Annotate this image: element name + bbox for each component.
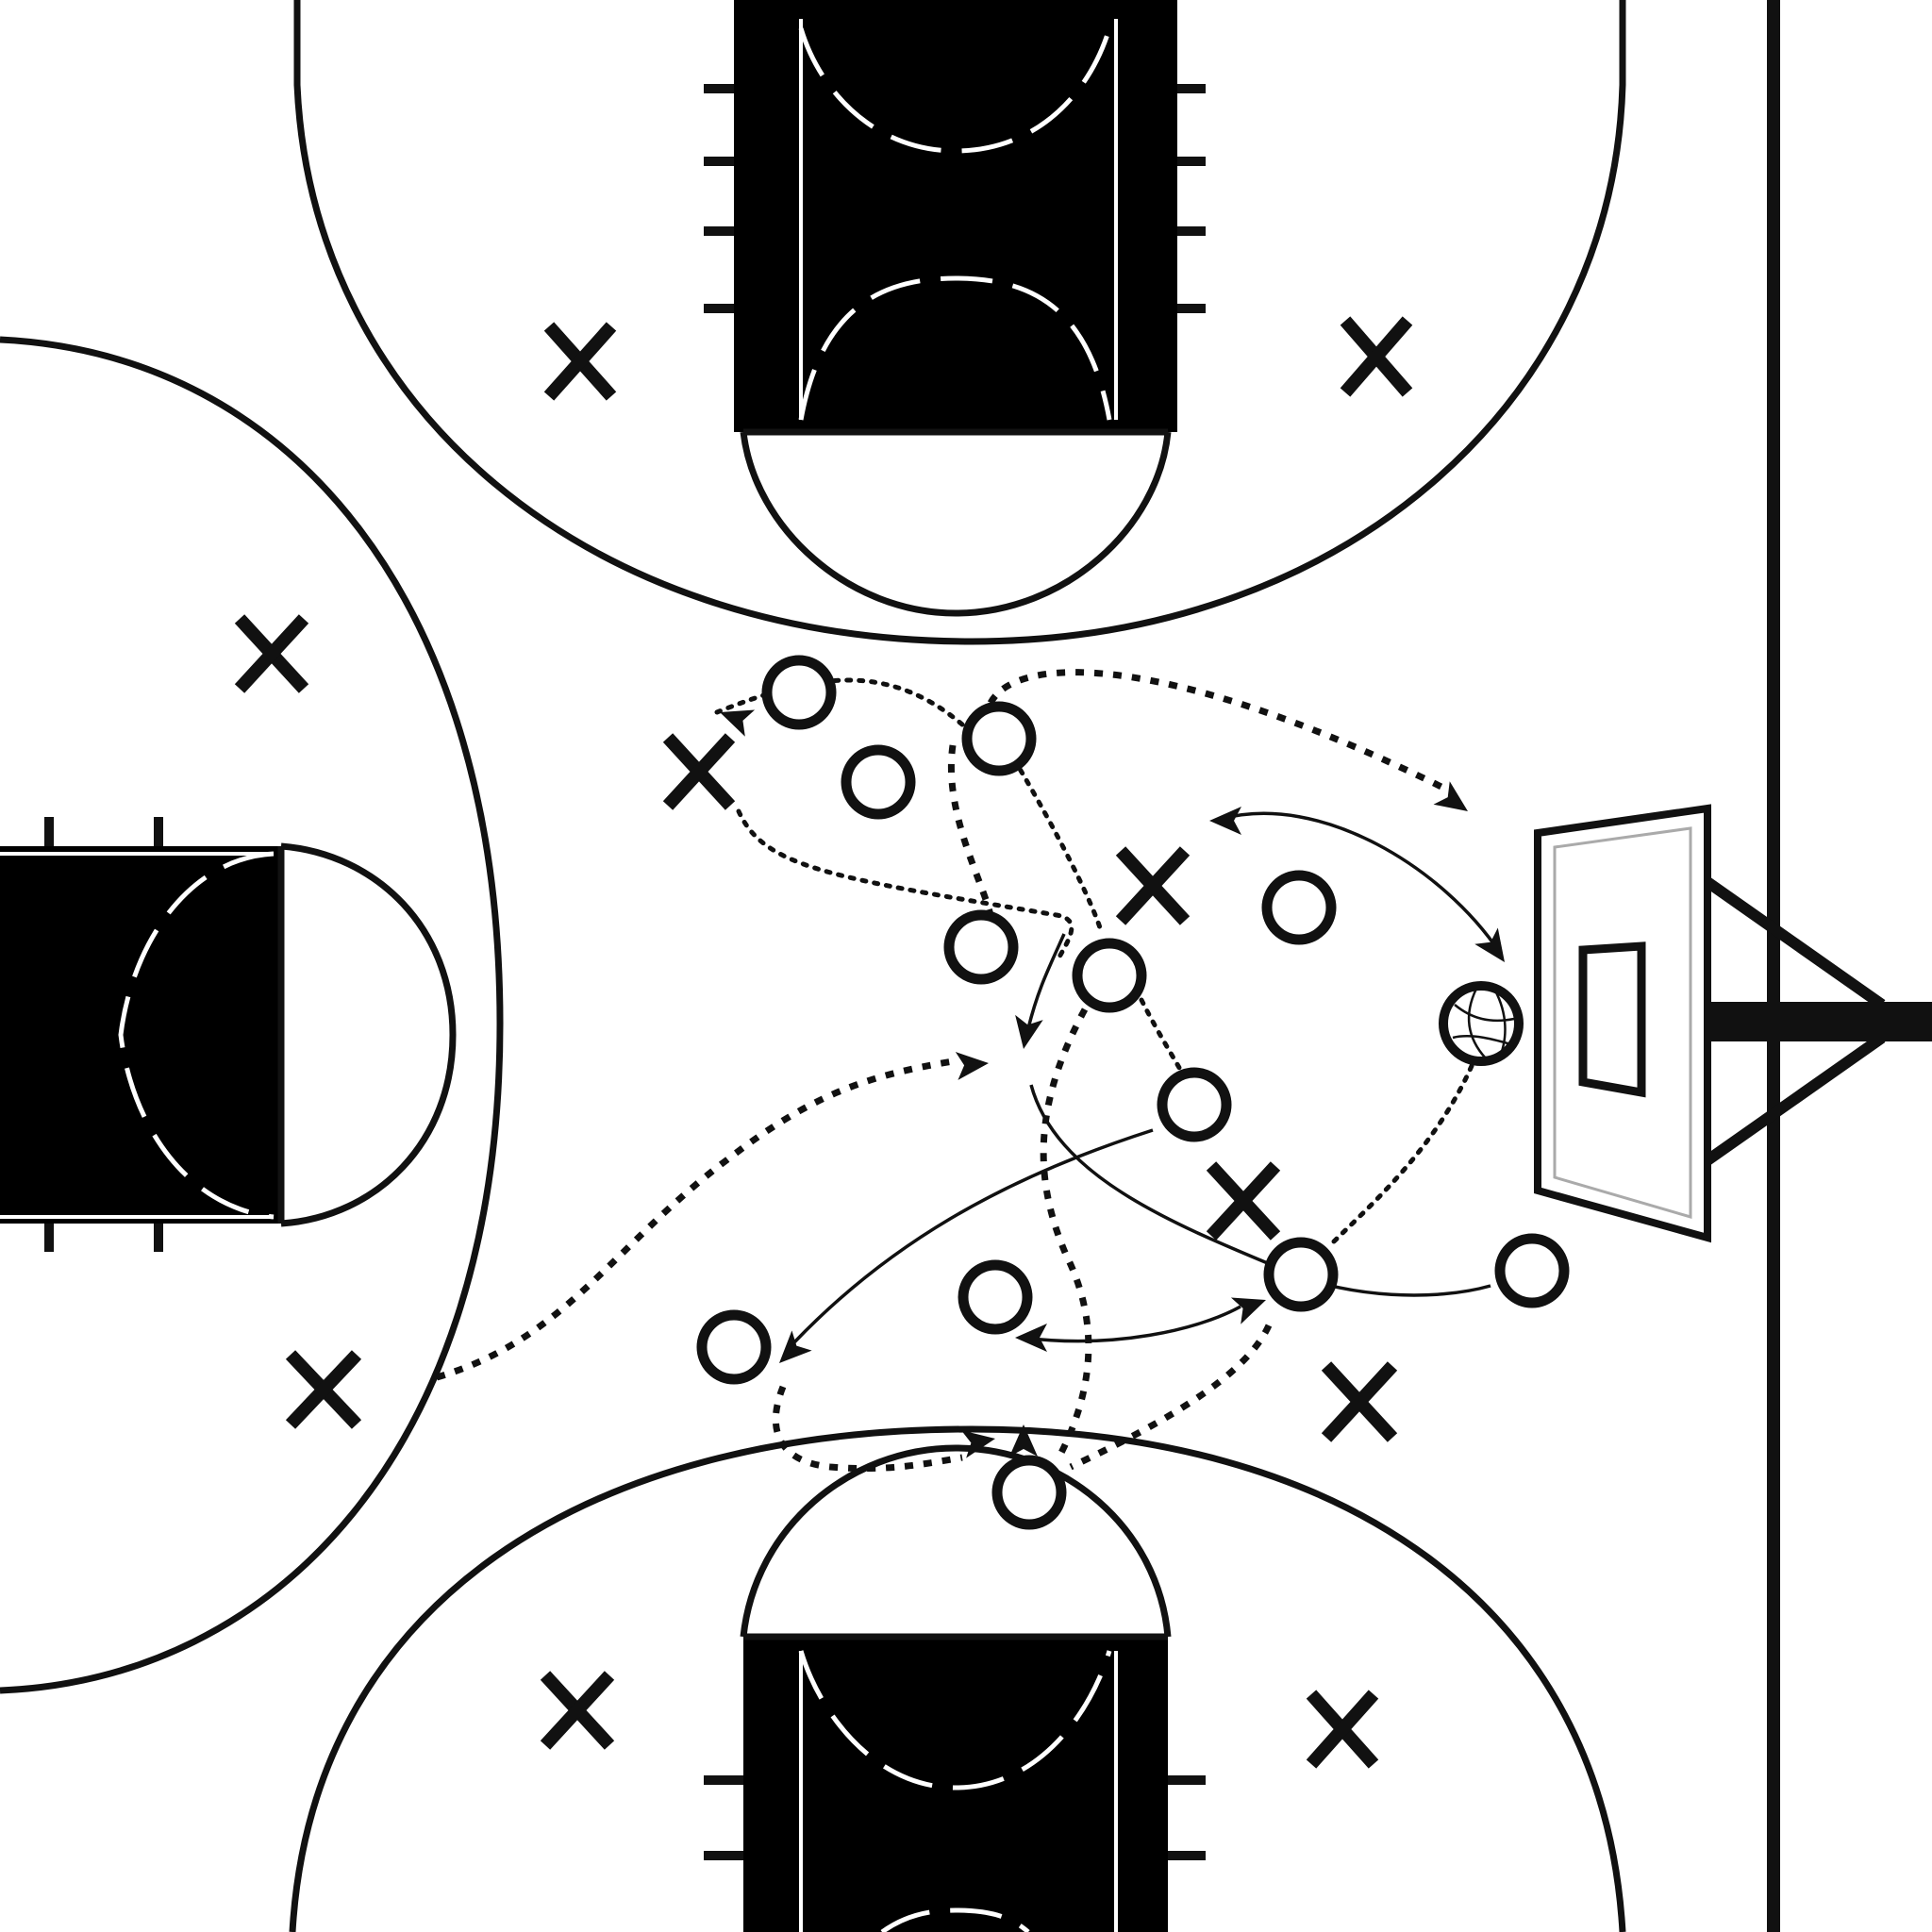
defender-marker — [1321, 1361, 1398, 1442]
defender-marker — [1115, 846, 1191, 925]
defender-marker — [1306, 1690, 1379, 1769]
backboard-icon — [1534, 804, 1932, 1243]
cut-path — [714, 677, 965, 727]
top-key-hashes — [704, 84, 1206, 313]
pass-path — [1026, 933, 1066, 1029]
basketball-icon — [1439, 981, 1524, 1066]
defenders — [234, 316, 1413, 1769]
pass-path — [1023, 1305, 1241, 1343]
defender-marker — [1206, 1161, 1281, 1241]
offense-marker — [841, 744, 916, 820]
offense-marker — [958, 1259, 1033, 1335]
cut-path — [436, 1058, 954, 1381]
movement-paths — [436, 669, 1517, 1473]
cut-path — [736, 808, 1074, 965]
cut-path — [1069, 1324, 1273, 1471]
pass-path — [791, 1128, 1154, 1346]
defender-marker — [1340, 316, 1413, 397]
offense-marker — [1072, 938, 1147, 1013]
bottom-key-hashes — [704, 1775, 1206, 1860]
offense-marker — [1261, 870, 1337, 945]
offense-players — [696, 655, 1570, 1530]
top-key — [293, 0, 1626, 645]
cut-path — [987, 669, 1455, 796]
defender-marker — [662, 733, 736, 810]
bottom-key — [289, 1425, 1626, 1932]
offense-marker — [1157, 1067, 1232, 1142]
offense-marker — [1263, 1237, 1339, 1312]
defender-marker — [540, 1671, 615, 1750]
offense-marker — [761, 655, 837, 730]
left-key — [0, 336, 504, 1694]
cut-path — [1327, 1063, 1474, 1248]
offense-marker — [1494, 1233, 1570, 1308]
cut-path — [772, 1385, 963, 1473]
offense-marker — [696, 1309, 772, 1385]
defender-marker — [543, 322, 617, 401]
left-key-hashes — [44, 817, 163, 1252]
cut-path — [1040, 1008, 1092, 1455]
offense-marker — [961, 701, 1037, 776]
offense-marker — [943, 909, 1019, 985]
pass-path — [1221, 811, 1502, 954]
cut-path — [1011, 757, 1105, 937]
offense-marker — [991, 1455, 1067, 1530]
cut-path — [948, 744, 994, 916]
defender-marker — [285, 1350, 362, 1429]
defender-marker — [234, 614, 309, 693]
